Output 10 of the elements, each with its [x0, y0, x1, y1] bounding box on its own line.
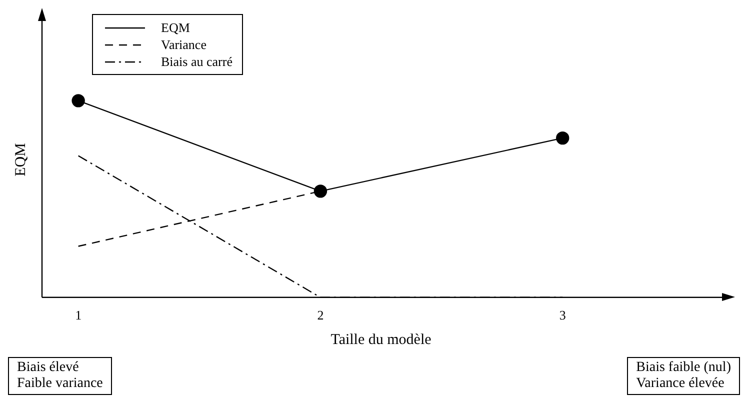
text: Biais élevé Faible variance: [8, 357, 112, 395]
legend-label: Biais au carré: [161, 53, 232, 70]
text: Biais faible (nul) Variance élevée: [627, 357, 740, 395]
x-tick-label: 2: [317, 308, 324, 323]
y-axis-title: EQM: [12, 143, 29, 176]
x-tick-label: 1: [75, 308, 82, 323]
x-axis-title: Taille du modèle: [330, 332, 432, 348]
x-tick-label: 3: [559, 308, 566, 323]
legend-label: Variance: [161, 36, 206, 53]
legend-label: EQM: [161, 19, 190, 36]
